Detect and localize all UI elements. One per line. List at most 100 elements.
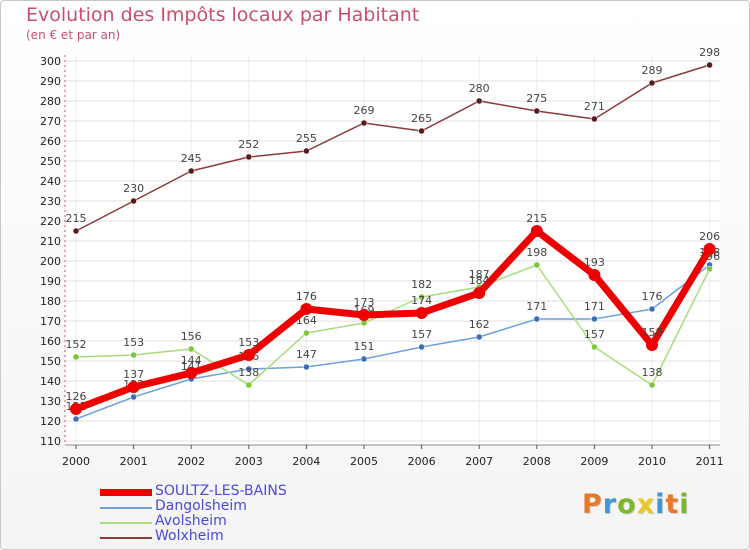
x-tick-label: 2006 bbox=[408, 455, 436, 468]
data-point-soultz-les-bains bbox=[473, 287, 486, 299]
data-point-avolsheim bbox=[418, 293, 425, 301]
data-point-avolsheim bbox=[648, 381, 656, 389]
data-label-soultz-les-bains: 158 bbox=[642, 326, 663, 339]
logo-letter: i bbox=[679, 489, 690, 520]
data-label-soultz-les-bains: 126 bbox=[66, 390, 87, 403]
data-label-dangolsheim: 176 bbox=[642, 290, 663, 303]
data-point-soultz-les-bains bbox=[358, 309, 370, 321]
data-label-wolxheim: 289 bbox=[642, 64, 663, 77]
data-label-wolxheim: 280 bbox=[469, 82, 490, 95]
data-point-avolsheim bbox=[72, 353, 80, 361]
x-tick-label: 2003 bbox=[235, 455, 263, 468]
data-point-wolxheim bbox=[648, 79, 656, 87]
data-point-wolxheim bbox=[360, 119, 368, 127]
data-point-avolsheim bbox=[303, 329, 310, 337]
y-tick-label: 270 bbox=[40, 115, 61, 128]
data-point-avolsheim bbox=[187, 345, 195, 353]
data-label-avolsheim: 182 bbox=[411, 278, 432, 291]
data-label-soultz-les-bains: 174 bbox=[411, 294, 432, 307]
logo-letter: t bbox=[665, 489, 680, 520]
data-label-soultz-les-bains: 137 bbox=[123, 368, 144, 381]
data-label-soultz-les-bains: 173 bbox=[354, 296, 375, 309]
x-tick-label: 2008 bbox=[523, 455, 551, 468]
data-label-avolsheim: 187 bbox=[469, 268, 490, 281]
logo-letter: i bbox=[655, 489, 666, 520]
data-label-wolxheim: 271 bbox=[584, 100, 605, 113]
data-label-wolxheim: 245 bbox=[181, 152, 202, 165]
data-label-avolsheim: 138 bbox=[642, 366, 663, 379]
data-label-dangolsheim: 147 bbox=[296, 348, 317, 361]
data-label-wolxheim: 265 bbox=[411, 112, 432, 125]
data-label-wolxheim: 269 bbox=[354, 104, 375, 117]
x-tick-label: 2010 bbox=[638, 455, 666, 468]
y-tick-label: 210 bbox=[40, 235, 61, 248]
data-point-soultz-les-bains bbox=[127, 381, 140, 393]
data-point-dangolsheim bbox=[130, 393, 137, 401]
data-point-dangolsheim bbox=[245, 365, 253, 373]
data-label-soultz-les-bains: 144 bbox=[181, 354, 202, 367]
y-tick-label: 160 bbox=[40, 335, 61, 348]
logo-letter: r bbox=[602, 489, 618, 520]
legend-swatch bbox=[100, 489, 152, 496]
data-label-soultz-les-bains: 215 bbox=[526, 212, 547, 225]
data-point-dangolsheim bbox=[72, 415, 80, 423]
legend-label: SOULTZ-LES-BAINS bbox=[155, 483, 287, 499]
data-label-soultz-les-bains: 184 bbox=[469, 274, 490, 287]
data-point-wolxheim bbox=[706, 61, 713, 69]
data-point-soultz-les-bains bbox=[70, 403, 82, 415]
y-tick-label: 260 bbox=[40, 135, 61, 148]
data-point-wolxheim bbox=[130, 197, 137, 205]
x-tick-label: 2011 bbox=[696, 455, 724, 468]
data-point-avolsheim bbox=[130, 351, 137, 359]
x-tick-label: 2009 bbox=[580, 455, 608, 468]
data-point-dangolsheim bbox=[303, 363, 310, 371]
data-point-wolxheim bbox=[303, 147, 310, 155]
legend-swatch bbox=[100, 507, 152, 509]
data-point-dangolsheim bbox=[360, 355, 368, 363]
y-tick-label: 180 bbox=[40, 295, 61, 308]
data-label-soultz-les-bains: 176 bbox=[296, 290, 317, 303]
data-point-wolxheim bbox=[72, 227, 80, 235]
data-label-wolxheim: 275 bbox=[526, 92, 547, 105]
data-point-soultz-les-bains bbox=[588, 269, 601, 281]
y-tick-label: 130 bbox=[40, 395, 61, 408]
legend-label: Wolxheim bbox=[155, 528, 224, 544]
y-tick-label: 290 bbox=[40, 75, 61, 88]
legend-label: Avolsheim bbox=[155, 513, 227, 529]
data-point-dangolsheim bbox=[475, 333, 483, 341]
data-point-wolxheim bbox=[475, 97, 483, 105]
y-tick-label: 200 bbox=[40, 255, 61, 268]
x-tick-label: 2005 bbox=[350, 455, 378, 468]
data-point-dangolsheim bbox=[418, 343, 425, 351]
y-tick-label: 190 bbox=[40, 275, 61, 288]
data-label-wolxheim: 298 bbox=[699, 46, 720, 59]
data-label-dangolsheim: 171 bbox=[526, 300, 547, 313]
data-point-soultz-les-bains bbox=[703, 243, 716, 255]
y-tick-label: 300 bbox=[40, 55, 61, 68]
legend-label: Dangolsheim bbox=[155, 498, 247, 514]
data-point-wolxheim bbox=[187, 167, 195, 175]
x-tick-label: 2007 bbox=[465, 455, 493, 468]
data-label-wolxheim: 230 bbox=[123, 182, 144, 195]
data-point-dangolsheim bbox=[648, 305, 656, 313]
data-label-avolsheim: 157 bbox=[584, 328, 605, 341]
data-point-soultz-les-bains bbox=[530, 225, 543, 237]
y-tick-label: 140 bbox=[40, 375, 61, 388]
y-tick-label: 250 bbox=[40, 155, 61, 168]
data-point-soultz-les-bains bbox=[242, 349, 255, 361]
chart-title: Evolution des Impôts locaux par Habitant bbox=[26, 4, 420, 26]
data-point-dangolsheim bbox=[591, 315, 598, 323]
y-tick-label: 150 bbox=[40, 355, 61, 368]
data-point-wolxheim bbox=[418, 127, 425, 135]
chart-subtitle: (en € et par an) bbox=[26, 28, 121, 42]
y-tick-label: 110 bbox=[40, 435, 61, 448]
data-point-soultz-les-bains bbox=[300, 303, 313, 315]
data-label-avolsheim: 138 bbox=[238, 366, 259, 379]
legend-swatch bbox=[100, 522, 152, 524]
data-label-dangolsheim: 157 bbox=[411, 328, 432, 341]
data-point-avolsheim bbox=[533, 261, 541, 269]
legend-swatch bbox=[100, 537, 152, 539]
data-label-dangolsheim: 171 bbox=[584, 300, 605, 313]
data-label-avolsheim: 156 bbox=[181, 330, 202, 343]
